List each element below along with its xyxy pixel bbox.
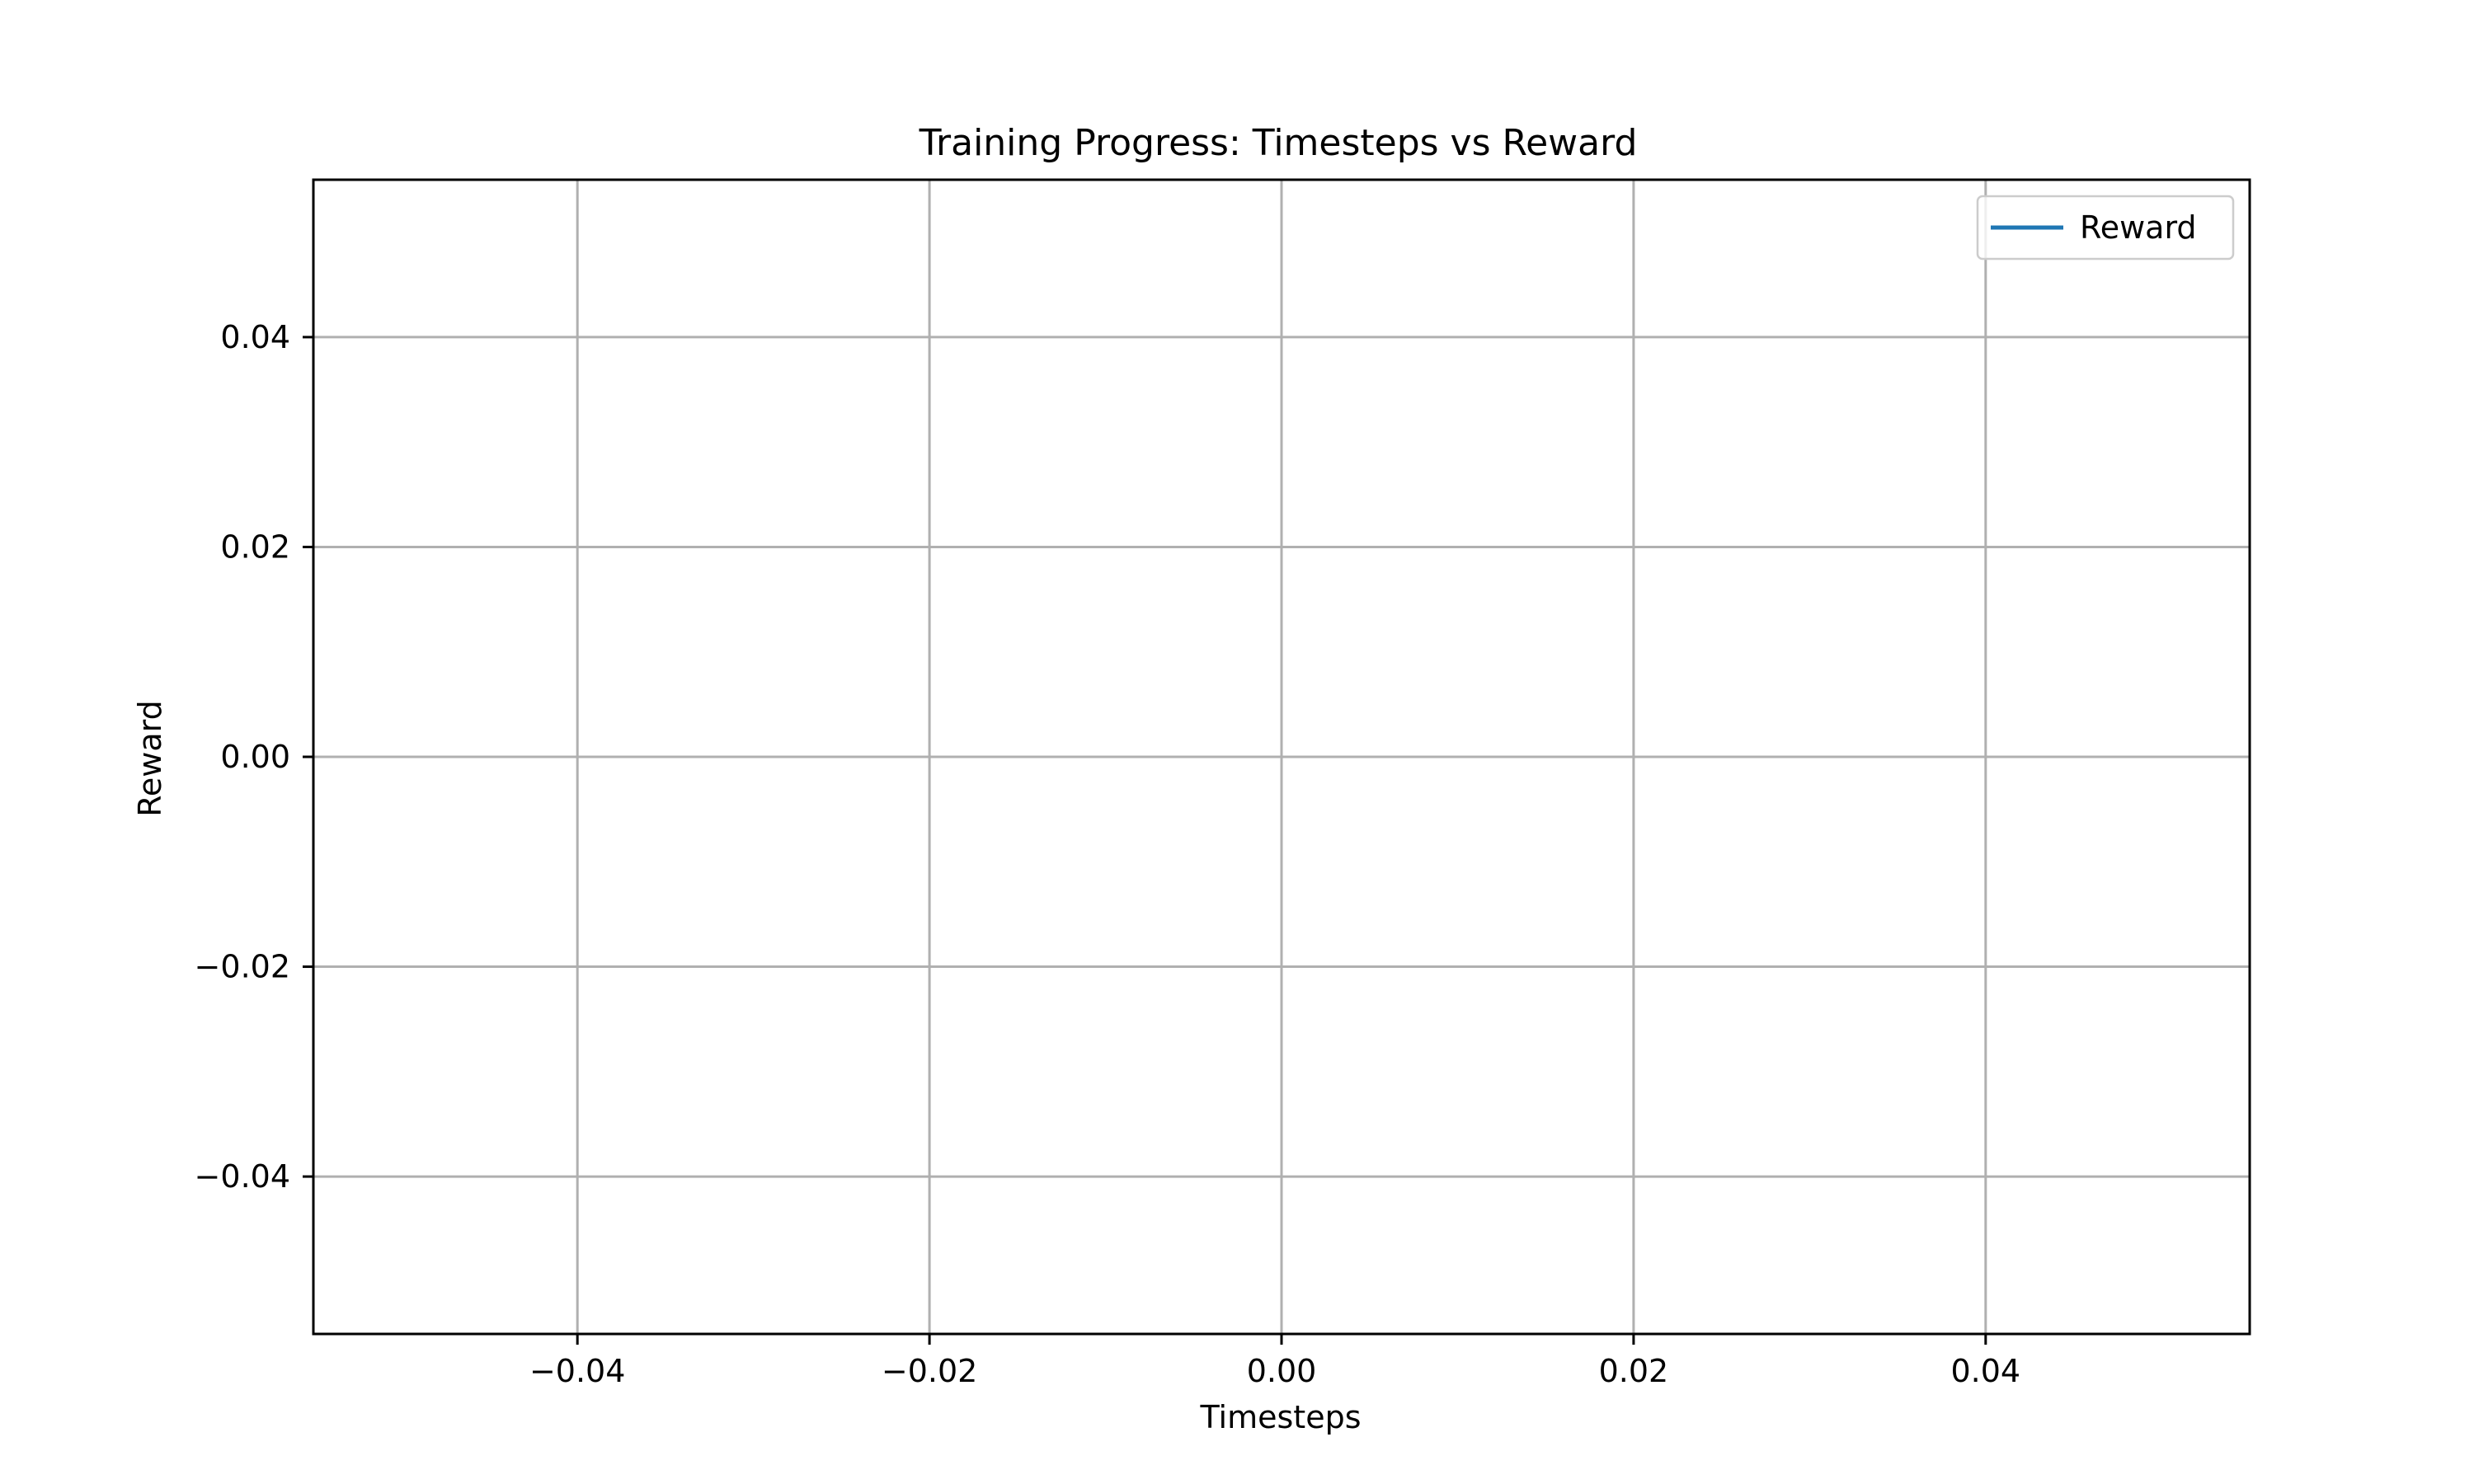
y-tick-label-0: −0.04 (195, 1158, 290, 1195)
y-axis-label: Reward (132, 700, 168, 817)
y-tick-label-2: 0.00 (220, 739, 290, 775)
x-tick-label-4: 0.04 (1951, 1353, 2021, 1389)
y-tick-label-4: 0.04 (220, 319, 290, 355)
chart-title: Training Progress: Timesteps vs Reward (919, 122, 1638, 164)
y-tick-label-3: 0.02 (220, 528, 290, 565)
plot-area: −0.04 −0.02 0.00 0.02 0.04 −0.04 −0.02 0.00 0.02… (195, 178, 2251, 1389)
x-axis-label: Timesteps (1200, 1399, 1362, 1435)
x-tick-label-1: −0.02 (882, 1353, 977, 1389)
legend-label-0: Reward (2080, 209, 2197, 246)
x-tick-label-0: −0.04 (529, 1353, 625, 1389)
x-tick-label-2: 0.00 (1247, 1353, 1317, 1389)
legend-box (1976, 195, 2235, 261)
x-tick-label-3: 0.02 (1599, 1353, 1669, 1389)
y-tick-label-1: −0.02 (195, 949, 290, 985)
